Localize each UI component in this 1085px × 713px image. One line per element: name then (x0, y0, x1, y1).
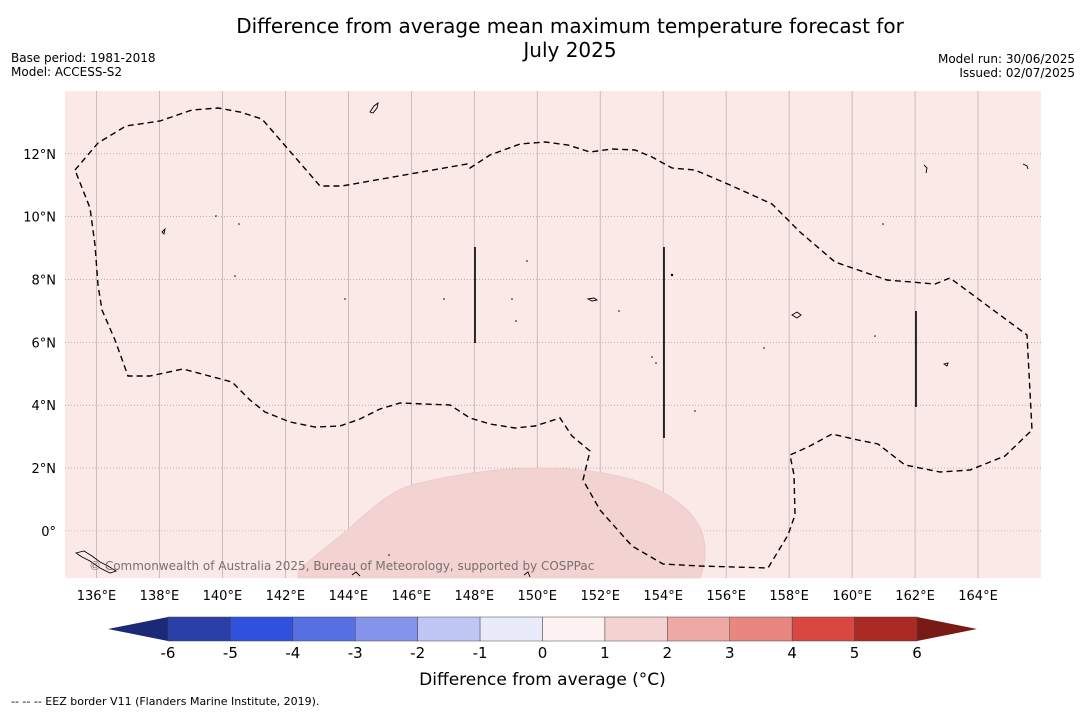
colorbar-segment (230, 616, 294, 642)
model-name: Model: ACCESS-S2 (11, 65, 123, 79)
colorbar-tick-label: 4 (787, 644, 797, 662)
latitude-tick-label: 8°N (32, 274, 57, 289)
model-run: Model run: 30/06/2025 (937, 52, 1075, 66)
colorbar-segment (791, 616, 855, 642)
colorbar-tick-label: -3 (348, 644, 363, 662)
longitude-tick-label: 164°E (958, 589, 998, 604)
colorbar-segment (542, 616, 606, 642)
longitude-tick-label: 142°E (266, 589, 306, 604)
longitude-tick-label: 160°E (832, 589, 872, 604)
latitude-tick-label: 10°N (23, 211, 56, 226)
latitude-tick-label: 2°N (32, 462, 57, 477)
warm-anomaly-region (297, 467, 706, 579)
issued-date: Issued: 02/07/2025 (959, 66, 1075, 80)
colorbar-tick-label: -5 (223, 644, 238, 662)
latitude-tick-label: 6°N (32, 336, 57, 351)
meta-left: Base period: 1981-2018 Model: ACCESS-S2 (11, 51, 156, 79)
longitude-tick-label: 162°E (895, 589, 935, 604)
colorbar-tick-label: -4 (285, 644, 300, 662)
colorbar-tick-label: 2 (663, 644, 673, 662)
colorbar-segment (604, 616, 668, 642)
colorbar-extend-low (108, 617, 168, 641)
colorbar-segment (667, 616, 730, 642)
title-line-1: Difference from average mean maximum tem… (236, 14, 904, 38)
latitude-tick-label: 12°N (23, 148, 56, 163)
longitude-tick-label: 152°E (580, 589, 620, 604)
colorbar-segment (854, 616, 918, 642)
longitude-ticks: 136°E 138°E 140°E 142°E 144°E 146°E 148°E 150°E… (77, 589, 998, 604)
latitude-tick-label: 0° (41, 525, 56, 540)
longitude-tick-label: 158°E (769, 589, 809, 604)
colorbar-tick-label: 0 (538, 644, 548, 662)
chart-title: Difference from average mean maximum tem… (0, 14, 1085, 62)
colorbar-tick-label: 6 (912, 644, 922, 662)
longitude-tick-label: 144°E (329, 589, 369, 604)
colorbar-label: Difference from average (°C) (419, 670, 666, 690)
colorbar-segment (729, 616, 793, 642)
colorbar-extend-high (917, 617, 977, 641)
colorbar: -6 -5 -4 -3 -2 -1 0 1 2 3 4 5 6 (108, 616, 977, 662)
longitude-tick-label: 156°E (706, 589, 746, 604)
latitude-ticks: 12°N 10°N 8°N 6°N 4°N 2°N 0° (23, 148, 56, 540)
longitude-tick-label: 138°E (140, 589, 180, 604)
base-period: Base period: 1981-2018 (11, 51, 156, 65)
atolls (215, 215, 884, 556)
colorbar-segment (417, 616, 481, 642)
longitude-tick-label: 136°E (77, 589, 117, 604)
copyright-notice: © Commonwealth of Australia 2025, Bureau… (89, 559, 594, 573)
colorbar-segment (292, 616, 356, 642)
colorbar-tick-label: -6 (161, 644, 176, 662)
colorbar-tick-label: 3 (725, 644, 735, 662)
latitude-tick-label: 4°N (32, 399, 57, 414)
title-line-2: July 2025 (523, 38, 617, 62)
colorbar-segment (479, 616, 543, 642)
meta-right: Model run: 30/06/2025 Issued: 02/07/2025 (938, 52, 1075, 80)
longitude-tick-label: 140°E (203, 589, 243, 604)
colorbar-tick-label: 5 (850, 644, 860, 662)
longitude-tick-label: 154°E (643, 589, 683, 604)
longitude-tick-label: 150°E (517, 589, 557, 604)
colorbar-segment (167, 616, 231, 642)
colorbar-tick-label: -2 (410, 644, 425, 662)
eez-legend: -- -- -- EEZ border V11 (Flanders Marine… (11, 695, 320, 708)
islands (74, 101, 1029, 578)
longitude-tick-label: 148°E (455, 589, 495, 604)
longitude-tick-label: 146°E (392, 589, 432, 604)
colorbar-tick-label: -1 (473, 644, 488, 662)
colorbar-segment (355, 616, 418, 642)
colorbar-tick-label: 1 (600, 644, 610, 662)
